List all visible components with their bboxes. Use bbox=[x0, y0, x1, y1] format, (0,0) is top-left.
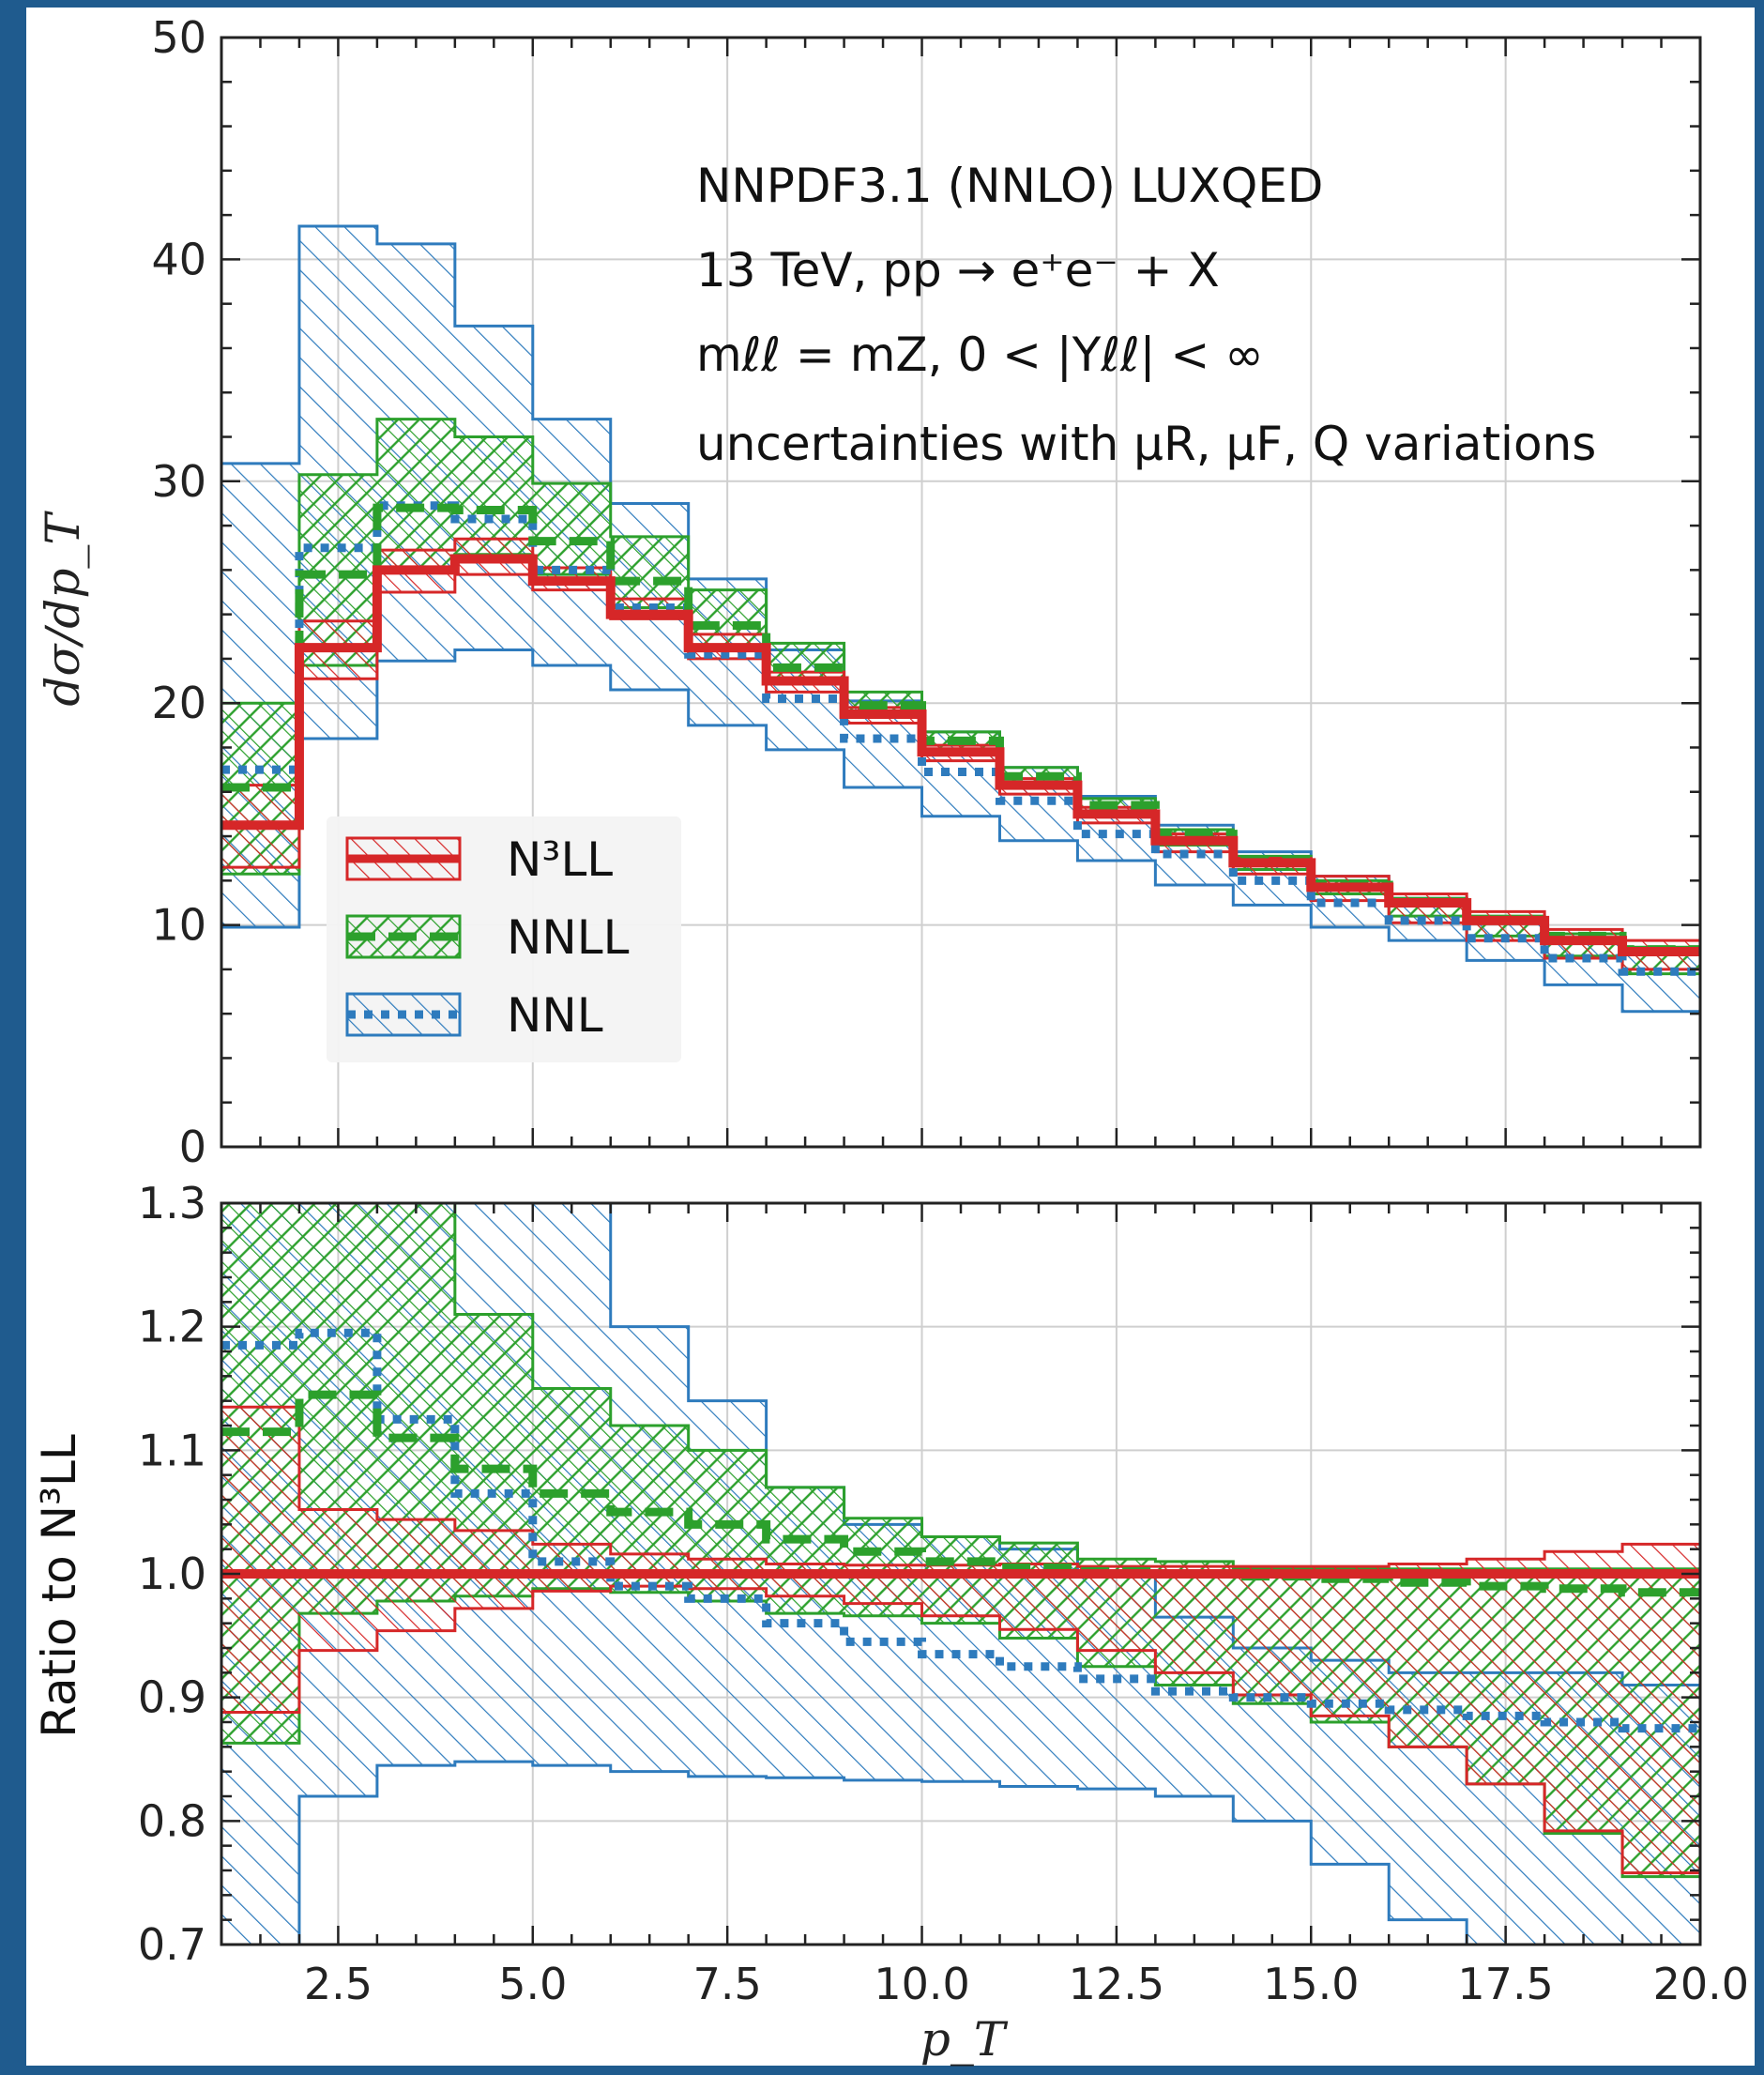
y-tick-label: 1.2 bbox=[138, 1302, 206, 1352]
ticks-top bbox=[220, 36, 1702, 1149]
legend-entry-nnll: NNLL bbox=[345, 910, 630, 965]
x-tick-label: 17.5 bbox=[1457, 1959, 1553, 2009]
x-tick-label: 10.0 bbox=[874, 1959, 969, 2009]
central-line-bottom-2 bbox=[221, 1328, 1700, 1733]
central-line-top-0 bbox=[221, 554, 1700, 956]
y-tick-label: 30 bbox=[151, 456, 206, 507]
y-tick-label: 0 bbox=[179, 1121, 206, 1172]
legend-entry-n3ll: N³LL bbox=[345, 832, 613, 887]
x-tick-label: 5.0 bbox=[498, 1959, 567, 2009]
ticks-bottom bbox=[220, 1201, 1702, 1946]
x-axis-title: p_T bbox=[920, 2012, 1009, 2067]
y-tick-label: 0.7 bbox=[138, 1919, 206, 1970]
annotation-line-1: NNPDF3.1 (NNLO) LUXQED bbox=[696, 159, 1323, 213]
legend-entry-nnl: NNL bbox=[345, 988, 603, 1043]
y-tick-label: 0.9 bbox=[138, 1672, 206, 1723]
x-tick-label: 20.0 bbox=[1653, 1959, 1749, 2009]
central-line-top-2 bbox=[221, 501, 1700, 976]
x-tick-label: 2.5 bbox=[304, 1959, 373, 2009]
x-tick-label: 7.5 bbox=[693, 1959, 762, 2009]
y-tick-label: 20 bbox=[151, 678, 206, 728]
y-tick-label: 50 bbox=[151, 12, 206, 63]
top-panel: 0 10 20 30 40 50 bbox=[151, 12, 1702, 1172]
bottom-y-axis-title: Ratio to N³LL bbox=[32, 1434, 86, 1738]
bottom-panel: 0.7 0.8 0.9 1.0 1.1 1.2 1.3 2.5 5.0 7.5 10.0 12.5 15… bbox=[138, 1178, 1749, 2009]
top-y-axis-title: dσ/dp_T bbox=[36, 511, 90, 707]
y-tick-label: 0.8 bbox=[138, 1795, 206, 1846]
legend-label-n3ll: N³LL bbox=[507, 832, 613, 887]
central-value-line bbox=[221, 1328, 1700, 1733]
legend-label-nnll: NNLL bbox=[507, 910, 630, 965]
annotation-block: NNPDF3.1 (NNLO) LUXQED 13 TeV, pp → e⁺e⁻… bbox=[696, 159, 1596, 471]
y-tick-label: 40 bbox=[151, 234, 206, 284]
uncertainty-band bbox=[221, 224, 1700, 1014]
y-tick-label: 10 bbox=[151, 900, 206, 951]
series-top-2 bbox=[221, 224, 1700, 1014]
y-tick-label: 1.0 bbox=[138, 1549, 206, 1599]
y-tick-label: 1.3 bbox=[138, 1178, 206, 1228]
central-value-line bbox=[221, 554, 1700, 956]
legend-label-nnl: NNL bbox=[507, 988, 603, 1043]
annotation-line-4: uncertainties with μR, μF, Q variations bbox=[696, 417, 1596, 471]
central-value-line bbox=[221, 1390, 1700, 1597]
x-tick-label: 15.0 bbox=[1263, 1959, 1359, 2009]
annotation-line-3: mℓℓ = mZ, 0 < |Yℓℓ| < ∞ bbox=[696, 328, 1264, 382]
x-tick-label: 12.5 bbox=[1069, 1959, 1164, 2009]
central-line-bottom-1 bbox=[221, 1390, 1700, 1597]
central-value-line bbox=[221, 501, 1700, 976]
legend: N³LL NNLL NNL bbox=[327, 816, 681, 1062]
annotation-line-2: 13 TeV, pp → e⁺e⁻ + X bbox=[696, 243, 1220, 298]
y-tick-label: 1.1 bbox=[138, 1425, 206, 1475]
